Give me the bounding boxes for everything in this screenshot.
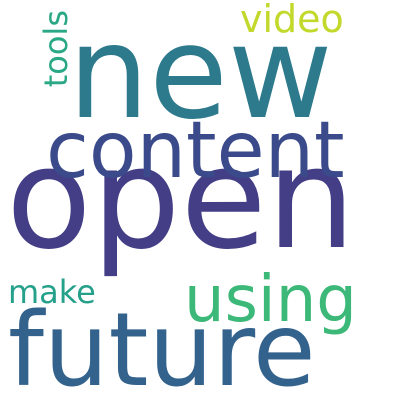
word-tools: tools [37,10,75,88]
word-open: open [6,118,356,281]
word-new: new [68,0,333,148]
word-make: make [8,273,96,311]
word-video: video [240,0,344,41]
word-content: content [46,106,345,196]
word-using: using [184,263,357,337]
word-future: future [8,291,316,400]
